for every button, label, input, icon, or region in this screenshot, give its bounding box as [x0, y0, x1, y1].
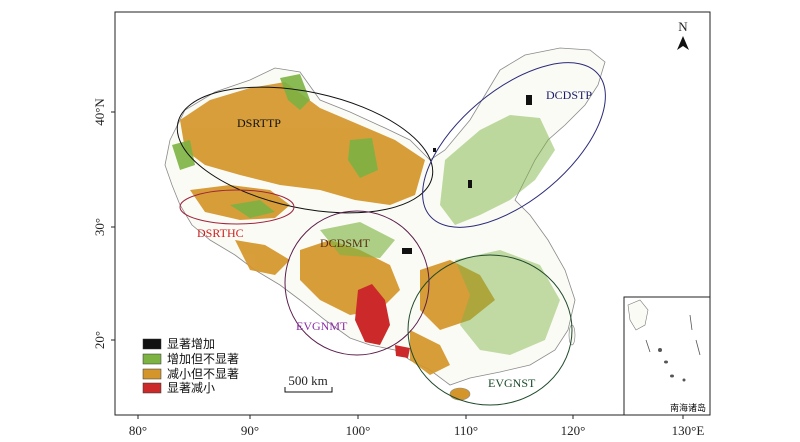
legend: 显著增加 增加但不显著 减小但不显著 显著减小 — [142, 337, 239, 395]
x-tick-label: 80° — [129, 423, 147, 438]
region-label-dcdstp: DCDSTP — [546, 88, 592, 102]
scale-bar-label: 500 km — [288, 373, 327, 388]
south-china-sea-inset: 南海诸岛 — [623, 296, 711, 416]
north-arrow-label: N — [678, 19, 688, 34]
x-tick-label: 100° — [346, 423, 371, 438]
region-ellipse-dsrthc — [179, 189, 295, 225]
x-axis: 80° 90° 100° 110° 120° 130°E — [129, 415, 704, 438]
region-ellipse-evgnst — [407, 254, 573, 406]
y-tick-label: 40°N — [92, 98, 107, 126]
region-ellipse-dcdsmt — [284, 210, 430, 356]
hainan-island — [449, 387, 471, 401]
legend-swatch — [142, 338, 162, 350]
region-ellipse-dcdstp — [422, 62, 606, 228]
x-tick-label: 90° — [241, 423, 259, 438]
region-label-dcdsmt: DCDSMT — [320, 236, 371, 250]
legend-swatch — [142, 368, 162, 380]
increase-not-significant-areas — [172, 74, 560, 355]
legend-label: 增加但不显著 — [167, 352, 239, 366]
inset-label: 南海诸岛 — [670, 402, 706, 414]
x-tick-label: 130°E — [672, 423, 705, 438]
legend-swatch — [142, 382, 162, 394]
region-label-evgnmt: EVGNMT — [296, 319, 348, 333]
x-tick-label: 120° — [561, 423, 586, 438]
y-tick-label: 20° — [92, 331, 107, 349]
y-tick-label: 30° — [92, 218, 107, 236]
x-tick-label: 110° — [454, 423, 478, 438]
region-label-evgnst: EVGNST — [488, 376, 536, 390]
region-ellipse-dsrttp — [176, 86, 434, 214]
legend-label: 显著减小 — [167, 381, 215, 395]
region-label-dsrthc: DSRTHC — [197, 226, 244, 240]
region-outlines — [176, 62, 606, 406]
scale-bar: 500 km — [284, 373, 333, 393]
legend-label: 减小但不显著 — [167, 367, 239, 381]
significant-increase-areas — [402, 95, 532, 254]
significant-decrease-areas — [355, 284, 410, 358]
legend-label: 显著增加 — [167, 337, 215, 351]
region-label-dsrttp: DSRTTP — [237, 116, 281, 130]
y-axis: 40°N 30° 20° — [92, 98, 115, 349]
legend-swatch — [142, 353, 162, 365]
north-arrow-icon: N — [677, 19, 689, 50]
